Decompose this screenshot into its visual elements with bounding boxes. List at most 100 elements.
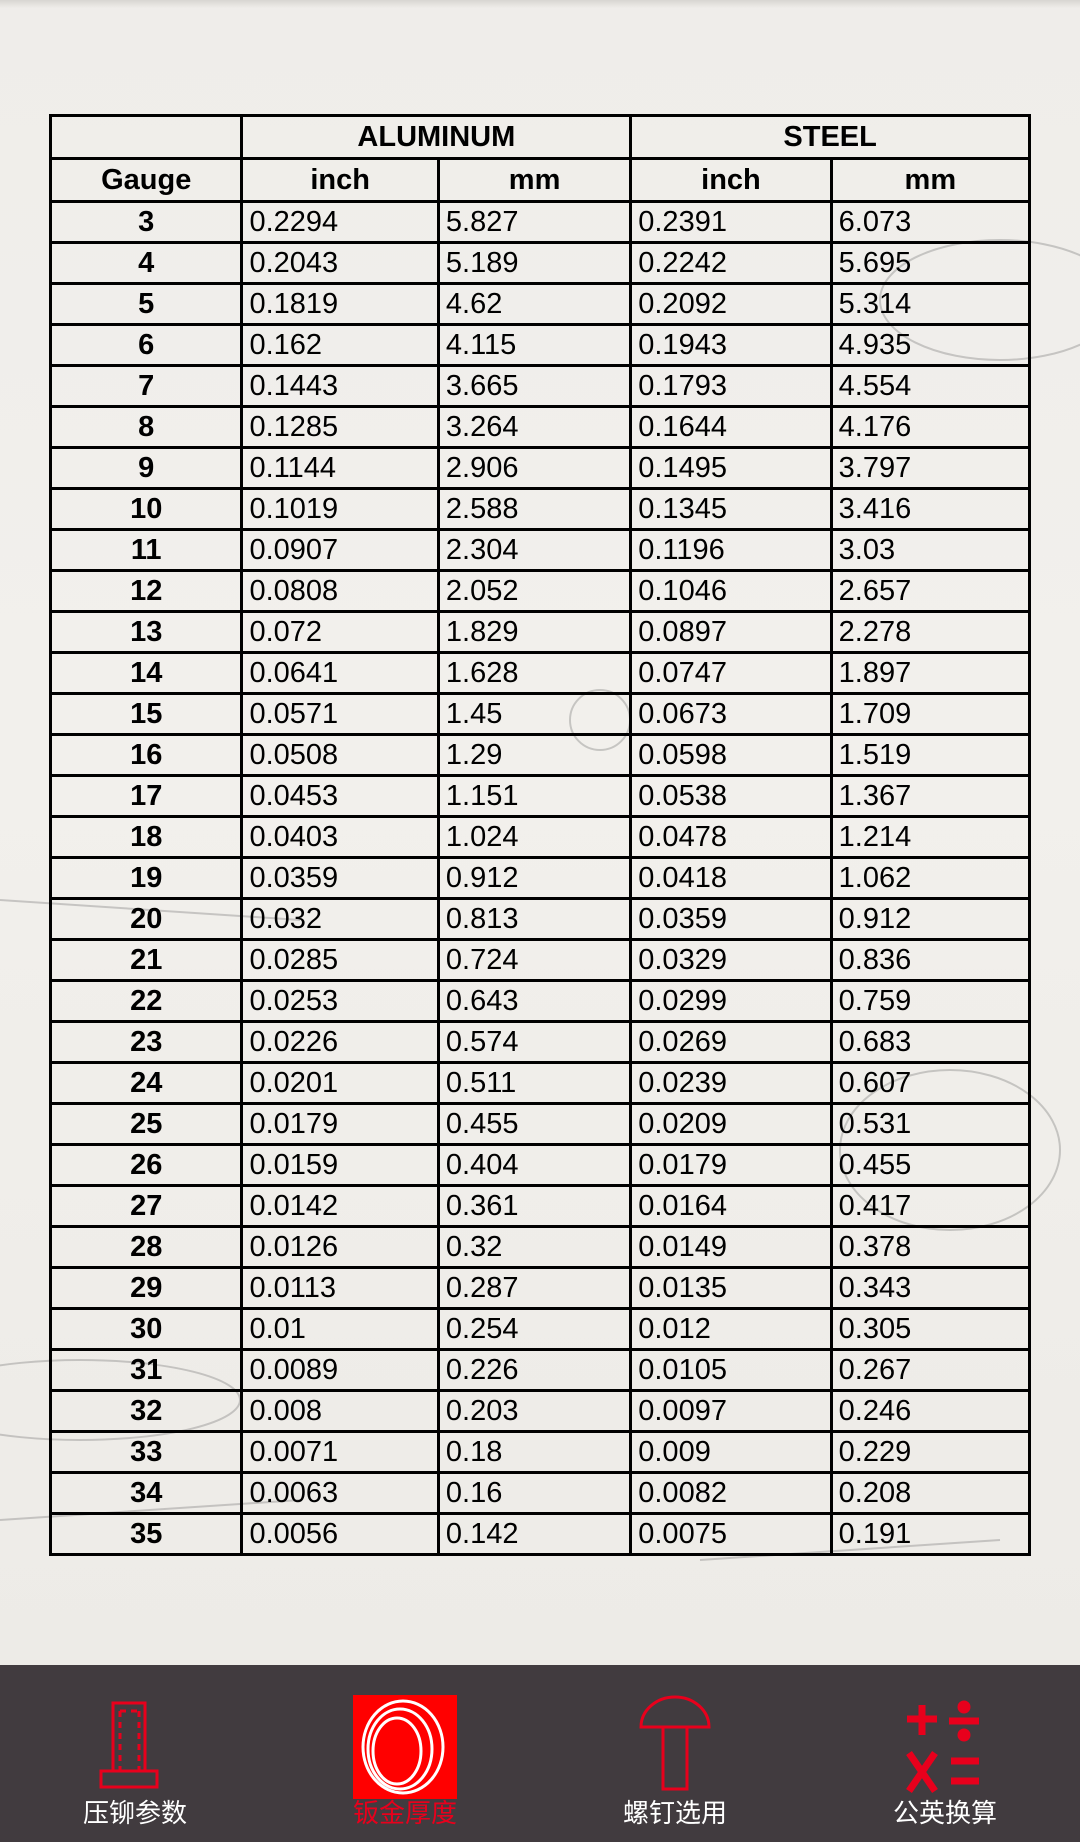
aluminum-mm-cell: 5.189 [436, 241, 633, 285]
steel-mm-cell: 4.176 [829, 405, 1032, 449]
steel-inch-cell: 0.0164 [629, 1184, 833, 1228]
table-row: 26 0.0159 0.404 0.0179 0.455 [48, 1143, 1032, 1187]
nav-item-unit-convert[interactable]: 公英换算 [810, 1665, 1080, 1842]
gauge-cell: 32 [48, 1389, 244, 1433]
steel-mm-cell: 2.278 [829, 610, 1032, 654]
aluminum-inch-cell: 0.2294 [240, 200, 440, 244]
nav-item-sheet-thickness[interactable]: 钣金厚度 [270, 1665, 540, 1842]
gauge-cell: 31 [48, 1348, 244, 1392]
aluminum-inch-cell: 0.162 [240, 323, 440, 367]
table-row: 18 0.0403 1.024 0.0478 1.214 [48, 815, 1032, 859]
steel-inch-cell: 0.1644 [629, 405, 833, 449]
aluminum-mm-cell: 0.16 [436, 1471, 633, 1515]
steel-inch-cell: 0.0179 [629, 1143, 833, 1187]
aluminum-mm-cell: 0.643 [436, 979, 633, 1023]
gauge-thickness-table: ALUMINUM STEEL Gauge inch mm inch mm 3 0.… [48, 114, 1032, 1556]
gauge-cell: 11 [48, 528, 244, 572]
aluminum-mm-cell: 0.32 [436, 1225, 633, 1269]
steel-inch-cell: 0.0209 [629, 1102, 833, 1146]
gauge-cell: 17 [48, 774, 244, 818]
steel-inch-cell: 0.0135 [629, 1266, 833, 1310]
table-row: 22 0.0253 0.643 0.0299 0.759 [48, 979, 1032, 1023]
steel-inch-cell: 0.012 [629, 1307, 833, 1351]
table-row: 35 0.0056 0.142 0.0075 0.191 [48, 1512, 1032, 1556]
aluminum-inch-cell: 0.0113 [240, 1266, 440, 1310]
aluminum-inch-cell: 0.1443 [240, 364, 440, 408]
table-row: 16 0.0508 1.29 0.0598 1.519 [48, 733, 1032, 777]
aluminum-inch-cell: 0.1019 [240, 487, 440, 531]
steel-inch-cell: 0.0082 [629, 1471, 833, 1515]
aluminum-mm-cell: 3.665 [436, 364, 633, 408]
table-row: 14 0.0641 1.628 0.0747 1.897 [48, 651, 1032, 695]
steel-mm-cell: 4.554 [829, 364, 1032, 408]
table-row: 15 0.0571 1.45 0.0673 1.709 [48, 692, 1032, 736]
gauge-cell: 29 [48, 1266, 244, 1310]
gauge-cell: 30 [48, 1307, 244, 1351]
aluminum-mm-cell: 1.151 [436, 774, 633, 818]
aluminum-inch-cell: 0.0126 [240, 1225, 440, 1269]
steel-inch-header: inch [629, 157, 833, 203]
steel-mm-cell: 1.709 [829, 692, 1032, 736]
aluminum-mm-cell: 0.226 [436, 1348, 633, 1392]
steel-mm-cell: 0.305 [829, 1307, 1032, 1351]
aluminum-mm-cell: 0.455 [436, 1102, 633, 1146]
gauge-cell: 21 [48, 938, 244, 982]
gauge-cell: 9 [48, 446, 244, 490]
gauge-cell: 13 [48, 610, 244, 654]
aluminum-mm-cell: 4.62 [436, 282, 633, 326]
aluminum-inch-cell: 0.0453 [240, 774, 440, 818]
steel-mm-cell: 0.683 [829, 1020, 1032, 1064]
aluminum-inch-cell: 0.072 [240, 610, 440, 654]
gauge-cell: 6 [48, 323, 244, 367]
aluminum-inch-cell: 0.0285 [240, 938, 440, 982]
gauge-cell: 12 [48, 569, 244, 613]
aluminum-inch-header: inch [240, 157, 440, 203]
aluminum-inch-cell: 0.0359 [240, 856, 440, 900]
aluminum-inch-cell: 0.0142 [240, 1184, 440, 1228]
aluminum-mm-cell: 4.115 [436, 323, 633, 367]
aluminum-inch-cell: 0.1144 [240, 446, 440, 490]
aluminum-inch-cell: 0.0159 [240, 1143, 440, 1187]
aluminum-mm-cell: 3.264 [436, 405, 633, 449]
aluminum-mm-cell: 0.254 [436, 1307, 633, 1351]
sheet-metal-rings-icon [353, 1695, 457, 1799]
steel-mm-cell: 3.797 [829, 446, 1032, 490]
steel-inch-cell: 0.2242 [629, 241, 833, 285]
aluminum-inch-cell: 0.0071 [240, 1430, 440, 1474]
aluminum-inch-cell: 0.0907 [240, 528, 440, 572]
aluminum-mm-cell: 0.287 [436, 1266, 633, 1310]
steel-inch-cell: 0.0598 [629, 733, 833, 777]
aluminum-mm-cell: 0.724 [436, 938, 633, 982]
steel-inch-cell: 0.1793 [629, 364, 833, 408]
steel-mm-cell: 0.455 [829, 1143, 1032, 1187]
table-row: 7 0.1443 3.665 0.1793 4.554 [48, 364, 1032, 408]
steel-mm-cell: 1.214 [829, 815, 1032, 859]
gauge-cell: 7 [48, 364, 244, 408]
steel-inch-cell: 0.0239 [629, 1061, 833, 1105]
aluminum-inch-cell: 0.0403 [240, 815, 440, 859]
aluminum-mm-header: mm [436, 157, 633, 203]
nav-item-rivet-params[interactable]: 压铆参数 [0, 1665, 270, 1842]
steel-mm-cell: 5.695 [829, 241, 1032, 285]
aluminum-mm-cell: 0.813 [436, 897, 633, 941]
gauge-cell: 34 [48, 1471, 244, 1515]
steel-inch-cell: 0.0359 [629, 897, 833, 941]
gauge-cell: 26 [48, 1143, 244, 1187]
steel-mm-cell: 0.607 [829, 1061, 1032, 1105]
steel-mm-cell: 0.759 [829, 979, 1032, 1023]
nav-item-screw-select[interactable]: 螺钉选用 [540, 1665, 810, 1842]
steel-mm-cell: 0.208 [829, 1471, 1032, 1515]
aluminum-inch-cell: 0.008 [240, 1389, 440, 1433]
aluminum-mm-cell: 1.829 [436, 610, 633, 654]
aluminum-mm-cell: 0.912 [436, 856, 633, 900]
aluminum-inch-cell: 0.0063 [240, 1471, 440, 1515]
steel-mm-cell: 0.417 [829, 1184, 1032, 1228]
aluminum-inch-cell: 0.1285 [240, 405, 440, 449]
table-row: 9 0.1144 2.906 0.1495 3.797 [48, 446, 1032, 490]
table-row: 24 0.0201 0.511 0.0239 0.607 [48, 1061, 1032, 1105]
steel-inch-cell: 0.0897 [629, 610, 833, 654]
aluminum-inch-cell: 0.0056 [240, 1512, 440, 1556]
aluminum-mm-cell: 0.203 [436, 1389, 633, 1433]
aluminum-inch-cell: 0.0226 [240, 1020, 440, 1064]
aluminum-mm-cell: 5.827 [436, 200, 633, 244]
